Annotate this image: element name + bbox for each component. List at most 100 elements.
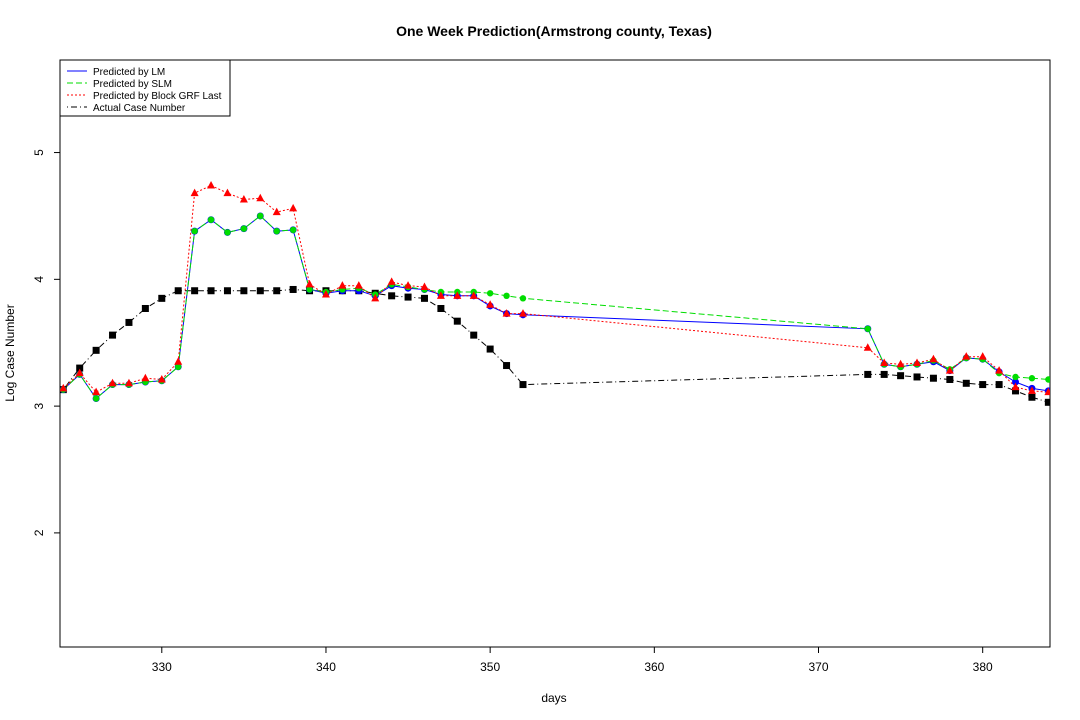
point-actual-case-number: [158, 294, 166, 302]
point-actual-case-number: [388, 292, 396, 300]
y-axis-label: Log Case Number: [3, 304, 17, 401]
x-tick-label: 380: [973, 660, 993, 674]
y-tick-label: 2: [32, 529, 46, 536]
point-predicted-by-block-grf-last: [174, 357, 183, 365]
x-axis-label: days: [541, 691, 566, 705]
point-predicted-by-block-grf-last: [124, 378, 133, 387]
x-axis: 330 340 350 360 370 380: [152, 647, 993, 674]
point-predicted-by-slm: [503, 292, 510, 300]
point-predicted-by-block-grf-last: [880, 358, 889, 367]
point-actual-case-number: [289, 285, 297, 293]
point-actual-case-number: [404, 293, 412, 301]
legend: Predicted by LM Predicted by SLM Predict…: [59, 59, 231, 117]
series-line-predicted-by-block-grf-last: [62, 184, 1049, 393]
point-predicted-by-slm: [864, 325, 871, 332]
point-predicted-by-block-grf-last: [354, 281, 363, 289]
y-tick-label: 4: [32, 276, 46, 283]
point-predicted-by-lm: [1012, 378, 1020, 386]
x-tick-label: 340: [316, 660, 336, 674]
point-predicted-by-block-grf-last: [190, 188, 199, 197]
point-actual-case-number: [223, 287, 231, 295]
point-predicted-by-block-grf-last: [486, 300, 495, 308]
point-actual-case-number: [240, 287, 248, 295]
point-predicted-by-slm: [257, 212, 264, 220]
point-actual-case-number: [962, 379, 970, 387]
point-predicted-by-slm: [306, 286, 313, 293]
point-actual-case-number: [174, 287, 182, 295]
point-predicted-by-block-grf-last: [913, 358, 922, 367]
point-actual-case-number: [880, 370, 888, 378]
point-predicted-by-slm: [1028, 375, 1036, 382]
x-tick-label: 360: [644, 660, 664, 674]
legend-label-grf: Predicted by Block GRF Last: [93, 91, 222, 102]
point-actual-case-number: [995, 381, 1003, 389]
series-layer: [60, 181, 1050, 406]
point-predicted-by-block-grf-last: [453, 291, 462, 299]
point-actual-case-number: [125, 318, 133, 326]
point-predicted-by-block-grf-last: [518, 309, 527, 317]
point-actual-case-number: [897, 372, 905, 380]
point-predicted-by-block-grf-last: [387, 277, 396, 285]
point-actual-case-number: [109, 331, 117, 339]
x-tick-label: 350: [480, 660, 500, 674]
point-predicted-by-slm: [175, 363, 182, 371]
point-predicted-by-block-grf-last: [420, 282, 429, 290]
point-predicted-by-block-grf-last: [436, 291, 445, 299]
point-predicted-by-block-grf-last: [75, 368, 84, 377]
point-predicted-by-block-grf-last: [896, 359, 905, 368]
point-actual-case-number: [437, 304, 445, 312]
point-predicted-by-slm: [289, 226, 297, 234]
point-predicted-by-slm: [224, 229, 231, 236]
point-actual-case-number: [1044, 398, 1050, 406]
legend-box: [59, 59, 231, 117]
point-predicted-by-block-grf-last: [863, 343, 872, 351]
y-tick-label: 3: [32, 402, 46, 409]
point-actual-case-number: [979, 381, 987, 389]
point-predicted-by-block-grf-last: [338, 281, 347, 289]
point-predicted-by-slm: [273, 227, 280, 235]
point-actual-case-number: [1012, 387, 1020, 395]
point-actual-case-number: [519, 381, 527, 389]
point-predicted-by-block-grf-last: [92, 387, 101, 396]
x-tick-label: 370: [808, 660, 828, 674]
point-actual-case-number: [76, 364, 84, 372]
point-predicted-by-block-grf-last: [929, 354, 938, 363]
point-predicted-by-block-grf-last: [272, 207, 281, 216]
point-predicted-by-block-grf-last: [108, 378, 117, 387]
plot-frame: [59, 59, 1051, 648]
point-actual-case-number: [913, 373, 921, 381]
point-actual-case-number: [453, 317, 461, 325]
x-tick-label: 330: [152, 660, 172, 674]
point-predicted-by-block-grf-last: [978, 352, 987, 360]
legend-label-lm: Predicted by LM: [93, 67, 165, 78]
point-predicted-by-block-grf-last: [223, 188, 232, 197]
point-actual-case-number: [864, 370, 872, 378]
point-predicted-by-block-grf-last: [289, 203, 298, 212]
point-predicted-by-block-grf-last: [995, 366, 1004, 374]
point-predicted-by-block-grf-last: [239, 194, 248, 203]
point-actual-case-number: [486, 345, 494, 353]
point-predicted-by-block-grf-last: [1044, 387, 1050, 396]
legend-label-slm: Predicted by SLM: [93, 79, 172, 90]
point-predicted-by-block-grf-last: [305, 279, 314, 288]
y-tick-label: 5: [32, 149, 46, 156]
point-predicted-by-slm: [486, 290, 494, 297]
point-predicted-by-block-grf-last: [469, 291, 478, 299]
point-actual-case-number: [1028, 393, 1036, 401]
legend-label-actual: Actual Case Number: [93, 103, 186, 114]
series-line-predicted-by-slm: [62, 215, 1049, 400]
point-predicted-by-slm: [191, 227, 198, 235]
point-predicted-by-block-grf-last: [502, 309, 511, 317]
point-predicted-by-slm: [1012, 373, 1019, 381]
series-line-actual-case-number: [62, 288, 1049, 403]
point-predicted-by-block-grf-last: [371, 293, 380, 302]
point-actual-case-number: [273, 287, 281, 295]
point-predicted-by-slm: [240, 225, 248, 232]
point-actual-case-number: [946, 375, 954, 383]
point-predicted-by-block-grf-last: [141, 373, 150, 382]
point-actual-case-number: [191, 287, 199, 295]
point-actual-case-number: [256, 287, 264, 295]
point-predicted-by-block-grf-last: [404, 281, 413, 289]
